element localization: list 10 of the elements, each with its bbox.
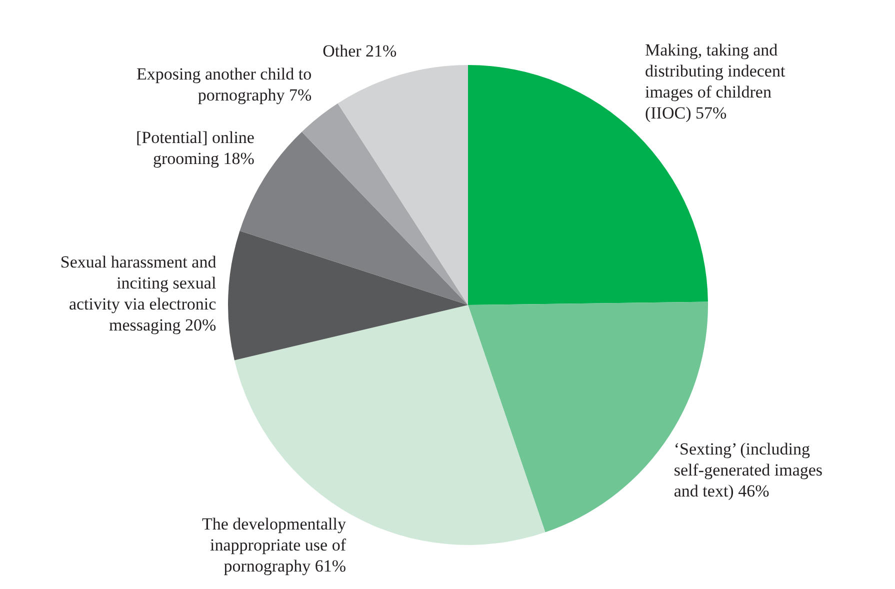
slice-label: [Potential] online grooming 18%	[136, 128, 254, 168]
slice-label: Sexual harassment and inciting sexual activity via electronic messaging 20%	[60, 252, 217, 335]
slice-label: Making, taking and distributing indecent images of children (IIOC) 57%	[644, 40, 786, 123]
pie-slice	[338, 65, 468, 305]
slice-label: ‘Sexting’ (including self-generated images and text) 46%	[674, 439, 823, 500]
slice-label: Other 21%	[322, 41, 397, 60]
slice-label: Exposing another child to pornography 7%	[136, 64, 312, 104]
pie-slice	[302, 103, 468, 305]
slice-label: The developmentally inappropriate use of pornography 61%	[202, 514, 346, 576]
pie-slice	[228, 230, 468, 360]
